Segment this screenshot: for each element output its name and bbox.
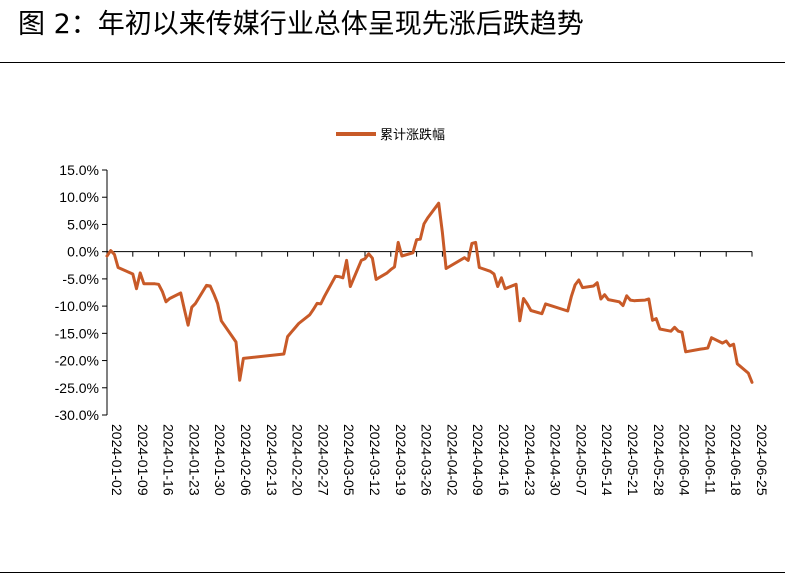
x-tick-label: 2024-02-06 — [238, 424, 254, 496]
x-tick-label: 2024-04-30 — [548, 424, 564, 496]
y-tick-label: -30.0% — [55, 407, 99, 423]
x-tick-label: 2024-04-09 — [470, 424, 486, 496]
x-tick-label: 2024-02-27 — [315, 424, 331, 496]
x-tick-label: 2024-06-04 — [677, 424, 693, 496]
y-tick-label: -5.0% — [62, 271, 99, 287]
x-tick-label: 2024-05-07 — [573, 424, 589, 496]
figure-title: 图 2：年初以来传媒行业总体呈现先涨后跌趋势 — [18, 9, 584, 40]
top-divider — [0, 62, 785, 63]
x-axis: 2024-01-02 2024-01-09 2024-01-16 2024-01-23… — [106, 251, 770, 496]
x-tick-label: 2024-04-16 — [496, 424, 512, 496]
x-tick-label: 2024-01-16 — [161, 424, 177, 496]
x-tick-label: 2024-06-18 — [728, 424, 744, 496]
chart-legend: 累计涨跌幅 — [336, 127, 445, 143]
x-tick-label: 2024-05-21 — [625, 424, 641, 496]
x-tick-label: 2024-06-25 — [754, 424, 770, 496]
series-line-cumulative — [105, 201, 754, 384]
x-tick-label: 2024-03-26 — [419, 424, 435, 496]
y-tick-label: 10.0% — [59, 189, 99, 205]
y-tick-label: -10.0% — [55, 298, 99, 314]
x-tick-label: 2024-01-09 — [135, 424, 151, 496]
y-tick-label: -25.0% — [55, 380, 99, 396]
x-tick-label: 2024-01-02 — [109, 424, 125, 496]
x-tick-label: 2024-01-23 — [186, 424, 202, 496]
y-tick-label: -15.0% — [55, 325, 99, 341]
x-tick-label: 2024-05-28 — [651, 424, 667, 496]
x-tick-label: 2024-03-19 — [393, 424, 409, 496]
y-tick-label: 0.0% — [67, 244, 99, 260]
x-tick-label: 2024-02-20 — [290, 424, 306, 496]
x-tick-label: 2024-01-30 — [212, 424, 228, 496]
x-tick-label: 2024-04-02 — [444, 424, 460, 496]
y-tick-label: 15.0% — [59, 162, 99, 178]
bottom-divider — [0, 572, 785, 573]
x-tick-label: 2024-02-13 — [264, 424, 280, 496]
legend-label: 累计涨跌幅 — [380, 127, 445, 143]
x-tick-label: 2024-03-05 — [341, 424, 357, 496]
plot-area — [105, 201, 754, 384]
x-tick-label: 2024-04-23 — [522, 424, 538, 496]
y-tick-label: -20.0% — [55, 353, 99, 369]
y-tick-label: 5.0% — [67, 216, 99, 232]
x-tick-label: 2024-06-11 — [702, 424, 718, 495]
y-axis: 15.0% 10.0% 5.0% 0.0% -5.0% -10.0% -15.0% -20.0… — [55, 162, 108, 423]
x-tick-label: 2024-05-14 — [599, 424, 615, 496]
x-tick-label: 2024-03-12 — [367, 424, 383, 496]
